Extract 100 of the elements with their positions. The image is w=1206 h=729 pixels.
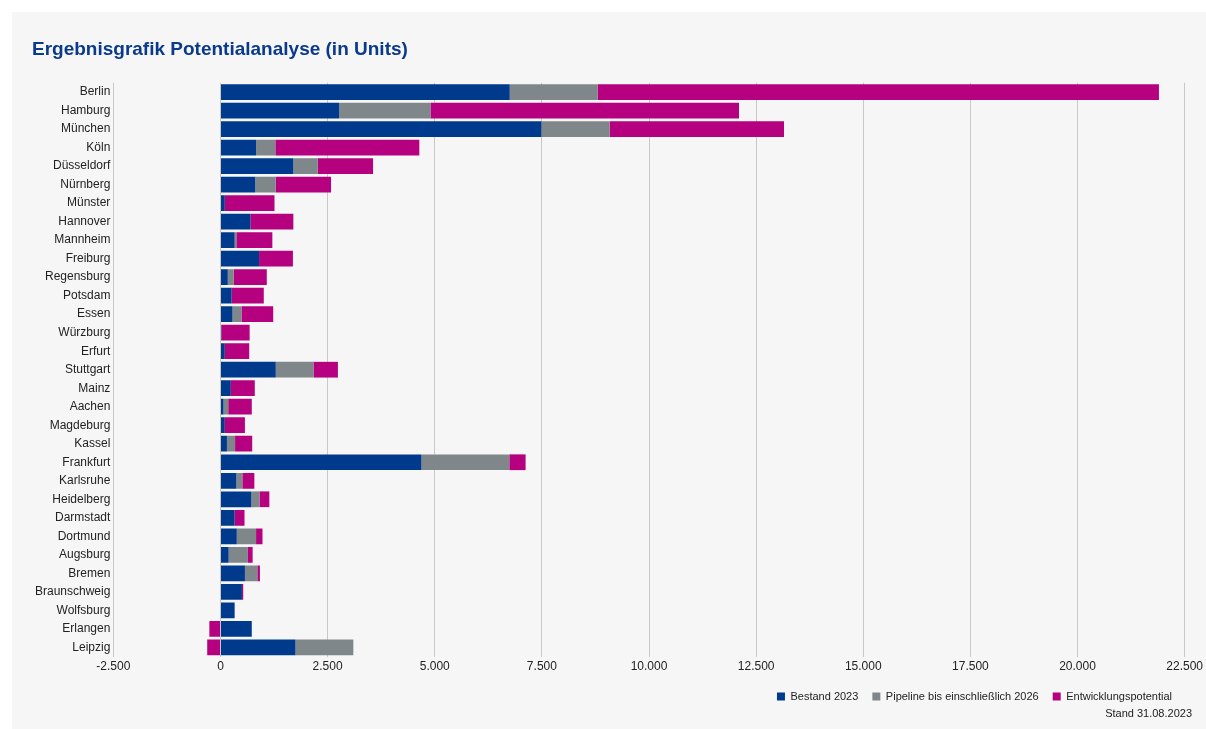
x-tick-label: 15.000 — [844, 659, 882, 674]
bar — [224, 195, 275, 211]
bar — [221, 491, 252, 508]
bar — [221, 102, 340, 119]
bar — [207, 639, 220, 656]
bar — [609, 121, 784, 137]
bar — [339, 102, 431, 119]
bar — [221, 176, 256, 193]
bar — [221, 472, 237, 489]
bar — [275, 361, 314, 378]
y-tick-label: Hamburg — [61, 102, 111, 117]
bar — [242, 472, 255, 489]
y-tick-label: Aachen — [69, 399, 111, 414]
bar — [221, 139, 257, 156]
bar — [226, 435, 236, 452]
bar — [221, 435, 227, 452]
bar — [221, 509, 235, 526]
bar — [244, 565, 258, 582]
bar — [259, 491, 270, 508]
bar — [430, 102, 739, 119]
y-tick-label: München — [61, 121, 111, 136]
y-tick-label: Würzburg — [58, 324, 111, 339]
bar — [221, 269, 228, 286]
bar — [295, 639, 354, 656]
bar — [221, 639, 296, 656]
bar — [256, 139, 276, 156]
bar — [421, 454, 510, 471]
x-tick-label: 20.000 — [1059, 659, 1097, 674]
bar — [541, 121, 610, 137]
y-tick-label: Regensburg — [44, 269, 111, 284]
bar — [221, 287, 232, 304]
bar — [224, 417, 245, 434]
y-tick-label: Wolfsburg — [56, 602, 111, 617]
y-tick-label: Augsburg — [59, 547, 111, 562]
bar — [221, 565, 245, 582]
y-tick-label: Darmstadt — [55, 510, 112, 525]
bar — [597, 84, 1159, 100]
x-tick-label: 10.000 — [630, 659, 668, 674]
text: Stand 31.08.2023 — [1105, 707, 1192, 719]
x-tick-label: 22.500 — [1166, 659, 1204, 674]
x-tick-label: 17.500 — [952, 659, 990, 674]
legend-label: Entwicklungspotential — [1066, 689, 1173, 702]
y-tick-label: Heidelberg — [52, 491, 111, 506]
y-tick-label: Münster — [67, 195, 111, 210]
bar — [221, 417, 225, 434]
bar — [231, 287, 264, 304]
bar — [232, 306, 242, 323]
bar — [221, 583, 242, 600]
bar — [236, 472, 243, 489]
bar — [224, 343, 250, 360]
bar — [221, 546, 229, 563]
bar — [251, 491, 260, 508]
y-tick-label: Hannover — [58, 213, 111, 228]
x-tick-label: 5.000 — [419, 659, 451, 674]
bar — [221, 158, 294, 174]
legend-label: Bestand 2023 — [790, 689, 859, 702]
bar — [235, 435, 253, 452]
bar — [221, 306, 233, 323]
bar — [221, 380, 231, 397]
bar — [221, 361, 276, 378]
bar — [275, 139, 420, 156]
bar — [234, 509, 245, 526]
x-tick-label: 7.500 — [526, 659, 558, 674]
bar — [228, 398, 252, 415]
y-tick-label: Potsdam — [63, 287, 111, 302]
y-tick-label: Erfurt — [81, 343, 112, 358]
y-tick-label: Essen — [77, 306, 111, 321]
bar — [221, 602, 235, 619]
y-tick-label: Berlin — [79, 84, 111, 99]
y-tick-label: Stuttgart — [65, 362, 112, 377]
bar — [228, 546, 248, 563]
bar — [221, 84, 510, 100]
y-tick-label: Düsseldorf — [53, 158, 112, 173]
bar — [256, 528, 263, 545]
bar — [317, 158, 374, 174]
bar — [241, 306, 274, 323]
bar — [221, 250, 260, 267]
bar — [275, 176, 332, 193]
y-tick-label: Dortmund — [57, 528, 111, 543]
y-tick-label: Kassel — [74, 436, 111, 451]
bar — [293, 158, 318, 174]
x-tick-label: 2.500 — [312, 659, 343, 674]
y-tick-label: Nürnberg — [60, 176, 111, 191]
bar — [209, 620, 220, 637]
y-tick-label: Freiburg — [65, 250, 111, 265]
bar — [221, 232, 235, 248]
y-tick-label: Magdeburg — [49, 417, 111, 432]
bar — [236, 528, 257, 545]
legend-label: Pipeline bis einschließlich 2026 — [885, 689, 1039, 702]
bar — [227, 269, 234, 286]
bar — [221, 528, 237, 545]
bar — [509, 84, 598, 100]
chart-title: Ergebnisgrafik Potentialanalyse (in Units) — [32, 37, 408, 59]
bar — [221, 121, 542, 137]
bar — [233, 269, 267, 286]
y-tick-label: Bremen — [68, 565, 111, 580]
y-tick-label: Frankfurt — [62, 454, 112, 469]
y-tick-label: Karlsruhe — [59, 473, 111, 488]
bar — [259, 250, 293, 267]
bar — [221, 213, 251, 230]
